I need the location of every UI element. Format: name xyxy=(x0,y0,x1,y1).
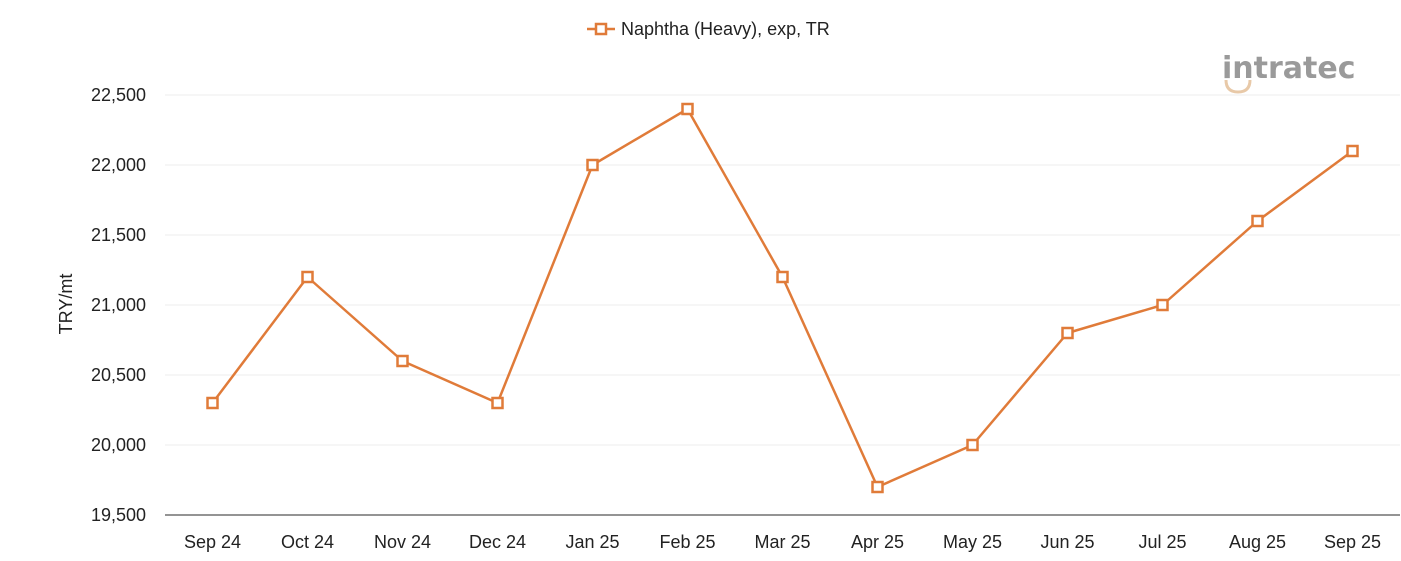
logo-mark xyxy=(1224,79,1252,94)
data-point[interactable] xyxy=(1061,326,1074,340)
y-tick-label: 22,000 xyxy=(91,155,146,175)
x-tick-label: Jan 25 xyxy=(565,532,619,552)
data-point[interactable] xyxy=(396,354,409,368)
data-point[interactable] xyxy=(1156,298,1169,312)
x-tick-label: Sep 25 xyxy=(1324,532,1381,552)
legend-label: Naphtha (Heavy), exp, TR xyxy=(621,19,830,39)
x-tick-label: Mar 25 xyxy=(754,532,810,552)
intratec-logo: intratec xyxy=(1222,51,1356,94)
data-point[interactable] xyxy=(1346,144,1359,158)
y-tick-label: 20,500 xyxy=(91,365,146,385)
data-point[interactable] xyxy=(491,396,504,410)
data-point[interactable] xyxy=(871,480,884,494)
x-tick-label: Jul 25 xyxy=(1138,532,1186,552)
y-tick-label: 22,500 xyxy=(91,85,146,105)
x-tick-label: Nov 24 xyxy=(374,532,431,552)
y-tick-label: 20,000 xyxy=(91,435,146,455)
x-tick-label: Apr 25 xyxy=(851,532,904,552)
x-tick-label: Sep 24 xyxy=(184,532,241,552)
data-point[interactable] xyxy=(206,396,219,410)
y-tick-label: 21,500 xyxy=(91,225,146,245)
data-point[interactable] xyxy=(966,438,979,452)
x-tick-label: Feb 25 xyxy=(659,532,715,552)
y-axis-title: TRY/mt xyxy=(56,274,76,335)
gridlines xyxy=(165,94,1400,446)
data-point[interactable] xyxy=(586,158,599,172)
legend[interactable]: Naphtha (Heavy), exp, TR xyxy=(587,19,830,39)
data-point[interactable] xyxy=(1251,214,1264,228)
y-axis-ticks: 19,500 20,000 20,500 21,000 21,500 22,000 22,5… xyxy=(91,85,146,525)
x-tick-label: Oct 24 xyxy=(281,532,334,552)
x-axis-ticks: Sep 24 Oct 24 Nov 24 Dec 24 Jan 25 Feb 25 Mar … xyxy=(184,532,1381,552)
data-point[interactable] xyxy=(776,270,789,284)
data-point[interactable] xyxy=(301,270,314,284)
x-tick-label: Dec 24 xyxy=(469,532,526,552)
series-line xyxy=(211,107,1354,489)
data-point[interactable] xyxy=(681,102,694,116)
x-tick-label: Jun 25 xyxy=(1040,532,1094,552)
series-group xyxy=(206,102,1359,494)
x-tick-label: Aug 25 xyxy=(1229,532,1286,552)
legend-marker xyxy=(594,22,608,36)
logo-text: intratec xyxy=(1222,51,1356,86)
x-tick-label: May 25 xyxy=(943,532,1002,552)
y-tick-label: 19,500 xyxy=(91,505,146,525)
y-tick-label: 21,000 xyxy=(91,295,146,315)
